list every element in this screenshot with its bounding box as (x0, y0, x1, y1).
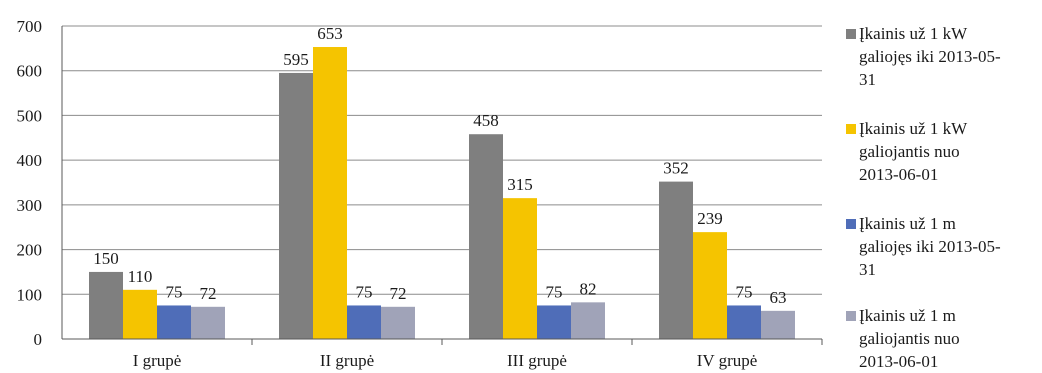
legend-swatch-0 (846, 29, 856, 39)
bar-3-0 (659, 181, 693, 339)
bars (89, 47, 795, 339)
data-label-0-3: 72 (200, 284, 217, 303)
data-label-2-3: 82 (580, 279, 597, 298)
legend-label-0: Įkainis už 1 kW galiojęs iki 2013-05- 31 (859, 24, 1001, 89)
bar-2-3 (571, 302, 605, 339)
bar-1-2 (347, 305, 381, 339)
bar-2-0 (469, 134, 503, 339)
x-axis: I grupė II grupė III grupė IV grupė (61, 26, 823, 370)
data-label-1-0: 595 (283, 50, 309, 69)
bar-2-2 (537, 305, 571, 339)
x-tick-label-3: IV grupė (697, 351, 758, 370)
legend-item-1: Įkainis už 1 kW galiojantis nuo 2013-06-… (846, 117, 1042, 186)
data-label-2-0: 458 (473, 111, 499, 130)
y-tick-label: 600 (17, 62, 43, 81)
legend-item-0: Įkainis už 1 kW galiojęs iki 2013-05- 31 (846, 22, 1042, 91)
bar-0-2 (157, 305, 191, 339)
data-label-0-2: 75 (166, 282, 183, 301)
data-label-1-2: 75 (356, 282, 373, 301)
data-label-3-2: 75 (736, 282, 753, 301)
data-label-0-1: 110 (128, 267, 153, 286)
legend-swatch-3 (846, 311, 856, 321)
bar-1-3 (381, 306, 415, 339)
legend-item-3: Įkainis už 1 m galiojantis nuo 2013-06-0… (846, 304, 1042, 373)
y-tick-label: 300 (17, 196, 43, 215)
data-label-3-1: 239 (697, 209, 723, 228)
bar-2-1 (503, 198, 537, 339)
data-label-3-0: 352 (663, 159, 689, 178)
data-label-0-0: 150 (93, 249, 119, 268)
bar-3-1 (693, 232, 727, 339)
y-tick-label: 400 (17, 151, 43, 170)
legend-item-2: Įkainis už 1 m galiojęs iki 2013-05- 31 (846, 212, 1042, 281)
legend-swatch-2 (846, 219, 856, 229)
legend-label-2: Įkainis už 1 m galiojęs iki 2013-05- 31 (859, 214, 1001, 279)
data-label-3-3: 63 (770, 288, 787, 307)
bar-0-3 (191, 306, 225, 339)
x-tick-label-0: I grupė (133, 351, 182, 370)
y-tick-label: 500 (17, 106, 43, 125)
y-tick-label: 200 (17, 241, 43, 260)
y-tick-label: 700 (17, 17, 43, 36)
legend-label-1: Įkainis už 1 kW galiojantis nuo 2013-06-… (859, 119, 968, 184)
legend-swatch-1 (846, 124, 856, 134)
data-label-2-1: 315 (507, 175, 533, 194)
legend-label-3: Įkainis už 1 m galiojantis nuo 2013-06-0… (859, 306, 960, 371)
data-labels: 150 110 75 72 595 653 75 72 458 315 75 82 352 239 75 63 (93, 24, 786, 307)
bar-1-0 (279, 72, 313, 339)
y-tick-label: 100 (17, 285, 43, 304)
bar-0-0 (89, 271, 123, 339)
y-tick-label: 0 (34, 330, 43, 349)
gridlines (62, 25, 822, 295)
data-label-2-2: 75 (546, 282, 563, 301)
bar-0-1 (123, 289, 157, 339)
bar-3-3 (761, 310, 795, 339)
x-tick-label-1: II grupė (320, 351, 374, 370)
bar-1-1 (313, 47, 347, 339)
data-label-1-3: 72 (390, 284, 407, 303)
data-label-1-1: 653 (317, 24, 343, 43)
x-tick-label-2: III grupė (507, 351, 567, 370)
bar-3-2 (727, 305, 761, 339)
y-axis-ticks: 0 100 200 300 400 500 600 700 (17, 17, 43, 349)
